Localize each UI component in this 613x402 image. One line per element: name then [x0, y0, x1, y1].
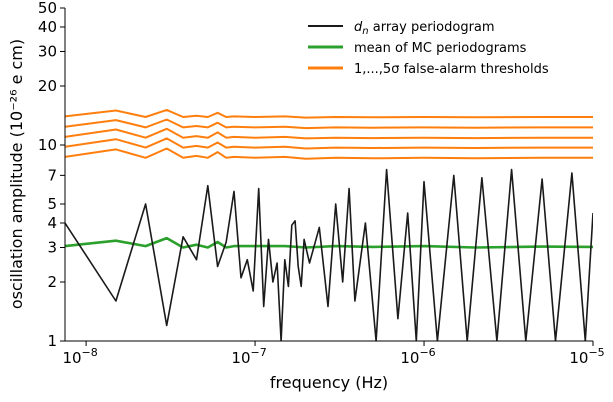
y-tick-label: 5: [47, 195, 57, 213]
series-line-5: [65, 118, 593, 130]
y-tick-label: 10: [38, 136, 57, 154]
x-tick-label: 10−5: [569, 346, 604, 367]
series-line-3: [65, 137, 593, 150]
x-tick-label: 10−7: [231, 346, 266, 367]
legend: dn array periodogram mean of MC periodogr…: [308, 20, 549, 77]
y-tick-label: 4: [47, 214, 57, 232]
series-line-1: [65, 236, 593, 249]
y-axis-label: oscillation amplitude (10⁻²⁶ e cm): [7, 39, 26, 309]
x-tick-label: 10−6: [400, 346, 435, 367]
y-tick-label: 50: [38, 0, 57, 17]
legend-label-0: dn array periodogram: [354, 20, 495, 37]
y-tick-label: 20: [38, 77, 57, 95]
series-line-2: [65, 147, 593, 160]
y-tick-label: 2: [47, 273, 57, 291]
axes-layer: [64, 8, 593, 342]
legend-label-1: mean of MC periodograms: [354, 41, 527, 56]
y-tick-label: 30: [38, 42, 57, 60]
series-line-6: [65, 108, 593, 119]
series-line-4: [65, 127, 593, 140]
legend-label-2: 1,...,5σ false-alarm thresholds: [354, 62, 549, 77]
series-line-0: [65, 168, 593, 341]
y-tick-label: 40: [38, 18, 57, 36]
series-layer: [65, 108, 593, 341]
y-tick-label: 1: [47, 332, 57, 350]
y-tick-label: 3: [47, 238, 57, 256]
y-tick-label: 7: [47, 166, 57, 184]
x-axis-label: frequency (Hz): [270, 373, 388, 392]
x-tick-label: 10−8: [62, 346, 97, 367]
